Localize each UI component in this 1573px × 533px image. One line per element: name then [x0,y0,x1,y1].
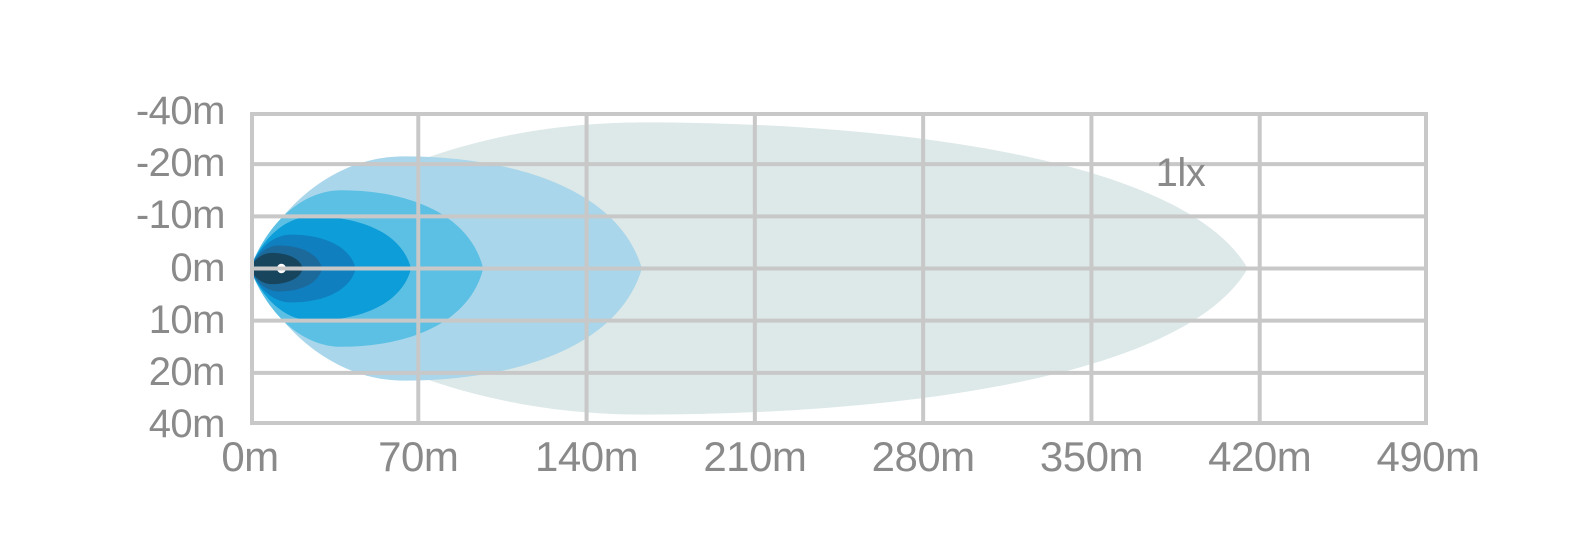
isolux-contours [250,122,1248,415]
x-tick-label: 490m [1376,433,1480,480]
x-tick-label: 420m [1208,433,1312,480]
plot-area: 1lx [250,112,1428,425]
y-tick-label: 40m [148,402,226,446]
y-tick-label: 20m [148,349,226,394]
x-tick-label: 350m [1039,433,1144,480]
y-tick-label: 10m [148,297,226,342]
x-tick-label: 0m [221,433,279,480]
x-tick-label: 70m [378,433,459,480]
x-tick-label: 280m [871,433,976,480]
y-tick-label: -40m [135,89,226,133]
isolux-label-1lx: 1lx [1155,150,1206,195]
x-axis-labels: 0m 70m 140m 210m 280m 350m 420m 490m [0,436,1573,496]
y-tick-label: -10m [135,193,226,238]
y-tick-label: -20m [135,141,226,186]
y-tick-label: 0m [170,245,225,290]
y-axis-labels: -40m -20m -10m 0m 10m 20m 40m [60,0,226,533]
x-tick-label: 210m [703,433,807,480]
x-tick-label: 140m [535,433,639,480]
